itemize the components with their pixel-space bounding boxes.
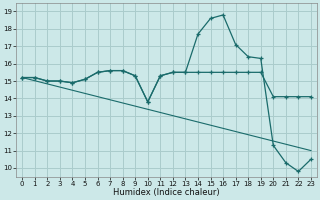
X-axis label: Humidex (Indice chaleur): Humidex (Indice chaleur) xyxy=(113,188,220,197)
